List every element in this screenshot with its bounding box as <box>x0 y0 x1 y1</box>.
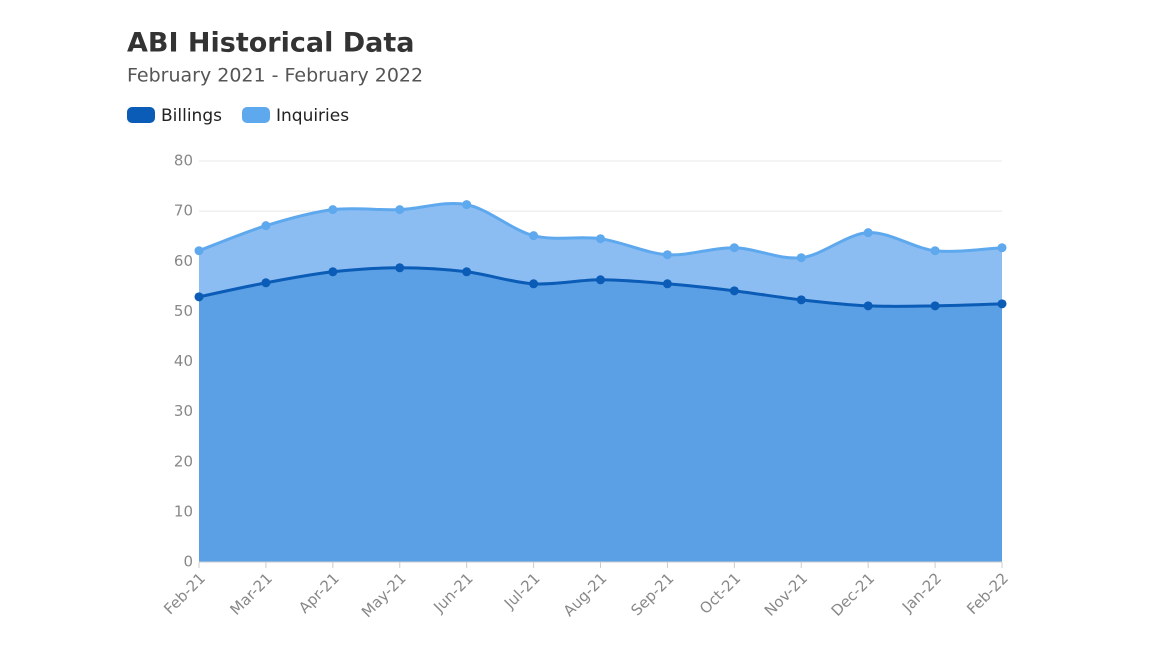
data-point <box>997 243 1007 253</box>
y-tick-label: 0 <box>183 553 193 571</box>
x-tick-label: Oct-21 <box>696 569 744 617</box>
data-point <box>328 205 338 215</box>
y-tick-label: 40 <box>174 352 193 370</box>
data-point <box>529 231 539 241</box>
x-tick-label: Jun-21 <box>429 569 476 616</box>
data-point <box>930 246 940 256</box>
x-tick-label: Feb-22 <box>963 569 1012 618</box>
y-tick-label: 50 <box>174 302 193 320</box>
data-point <box>729 243 739 253</box>
x-tick-label: Apr-21 <box>295 569 343 617</box>
x-tick-label: May-21 <box>358 569 410 621</box>
y-tick-label: 20 <box>174 452 193 470</box>
y-tick-label: 10 <box>174 502 193 520</box>
x-tick-label: Dec-21 <box>828 569 879 620</box>
data-point <box>194 292 204 302</box>
data-point <box>462 200 472 210</box>
data-point <box>930 301 940 311</box>
x-tick-label: Feb-21 <box>160 569 209 618</box>
data-point <box>261 278 271 288</box>
legend-label: Inquiries <box>276 106 349 126</box>
x-tick-label: Sep-21 <box>627 569 677 619</box>
data-point <box>261 221 271 231</box>
chart-subtitle: February 2021 - February 2022 <box>127 65 423 87</box>
y-tick-label: 30 <box>174 402 193 420</box>
data-point <box>796 253 806 263</box>
legend-swatch <box>241 107 270 123</box>
data-point <box>662 250 672 260</box>
data-point <box>328 267 338 277</box>
y-tick-label: 70 <box>174 202 193 220</box>
data-point <box>194 246 204 256</box>
x-tick-label: Jul-21 <box>500 569 544 613</box>
y-tick-label: 80 <box>174 152 193 170</box>
data-point <box>729 286 739 296</box>
data-point <box>997 299 1007 309</box>
x-tick-label: Mar-21 <box>227 569 276 618</box>
area-fill <box>199 267 1002 562</box>
data-point <box>796 295 806 305</box>
x-tick-label: Aug-21 <box>560 569 611 620</box>
x-tick-label: Jan-22 <box>898 569 945 616</box>
data-point <box>395 263 405 273</box>
y-tick-label: 60 <box>174 252 193 270</box>
data-point <box>596 234 605 244</box>
data-point <box>529 279 539 289</box>
data-point <box>395 205 405 215</box>
data-point <box>596 275 605 285</box>
legend-swatch <box>127 107 155 123</box>
x-tick-label: Nov-21 <box>761 569 811 619</box>
data-point <box>462 267 472 277</box>
data-point <box>662 279 672 289</box>
data-point <box>863 301 873 311</box>
legend-label: Billings <box>161 106 222 126</box>
chart-title: ABI Historical Data <box>127 28 415 59</box>
data-point <box>863 228 873 238</box>
